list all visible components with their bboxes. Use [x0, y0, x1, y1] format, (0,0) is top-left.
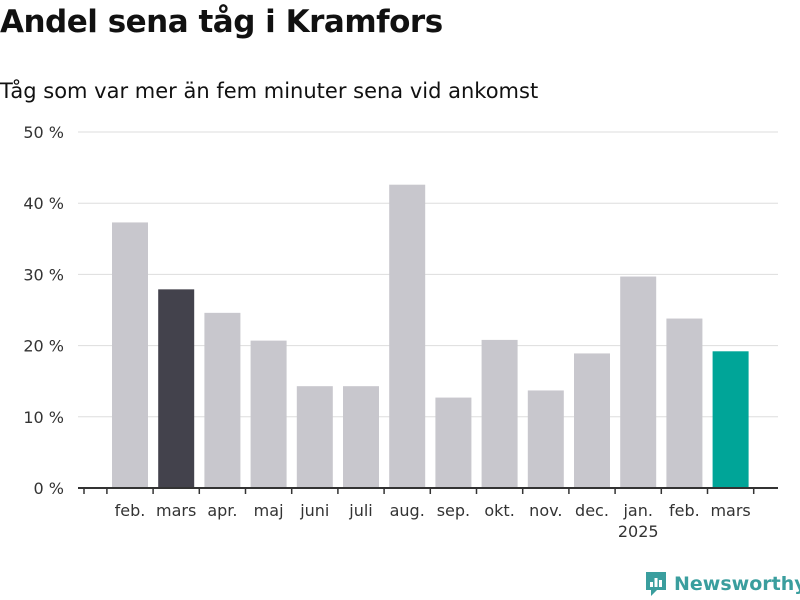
bar: [389, 184, 426, 489]
bar: [158, 289, 195, 488]
x-tick-label: dec.: [575, 501, 609, 520]
bar: [574, 353, 610, 488]
chart-title: Andel sena tåg i Kramfors: [0, 4, 443, 40]
brand-name: Newsworthy: [674, 573, 800, 595]
bar: [112, 222, 148, 488]
x-tick-label: apr.: [207, 501, 237, 520]
x-tick-sublabel: 2025: [618, 522, 659, 541]
bar: [343, 386, 379, 488]
x-tick-label: juli: [348, 501, 372, 520]
bar: [712, 351, 749, 488]
bar: [435, 397, 472, 488]
y-tick-label: 10 %: [23, 408, 64, 427]
x-tick-label: feb.: [669, 501, 700, 520]
x-tick-label: okt.: [484, 501, 514, 520]
x-tick-label: feb.: [115, 501, 146, 520]
bar: [250, 340, 287, 488]
x-tick-label: mars: [156, 501, 196, 520]
bar: [204, 312, 241, 488]
y-tick-label: 20 %: [23, 337, 64, 356]
bar: [620, 276, 657, 488]
x-tick-label: jan.: [622, 501, 652, 520]
x-tick-label: aug.: [390, 501, 425, 520]
y-tick-label: 50 %: [23, 123, 64, 142]
x-tick-label: juni: [299, 501, 329, 520]
bar: [666, 318, 703, 488]
chart-subtitle: Tåg som var mer än fem minuter sena vid …: [0, 79, 539, 103]
newsworthy-logo-icon: [646, 572, 666, 596]
bar: [527, 390, 564, 488]
bar: [296, 386, 333, 488]
brand-logo: Newsworthy: [644, 569, 800, 599]
bar: [481, 339, 518, 488]
y-tick-label: 0 %: [34, 479, 64, 498]
y-tick-label: 30 %: [23, 265, 64, 284]
y-tick-label: 40 %: [23, 194, 64, 213]
x-tick-label: nov.: [529, 501, 562, 520]
x-tick-label: maj: [254, 501, 284, 520]
x-tick-label: mars: [710, 501, 750, 520]
x-tick-label: sep.: [437, 501, 470, 520]
